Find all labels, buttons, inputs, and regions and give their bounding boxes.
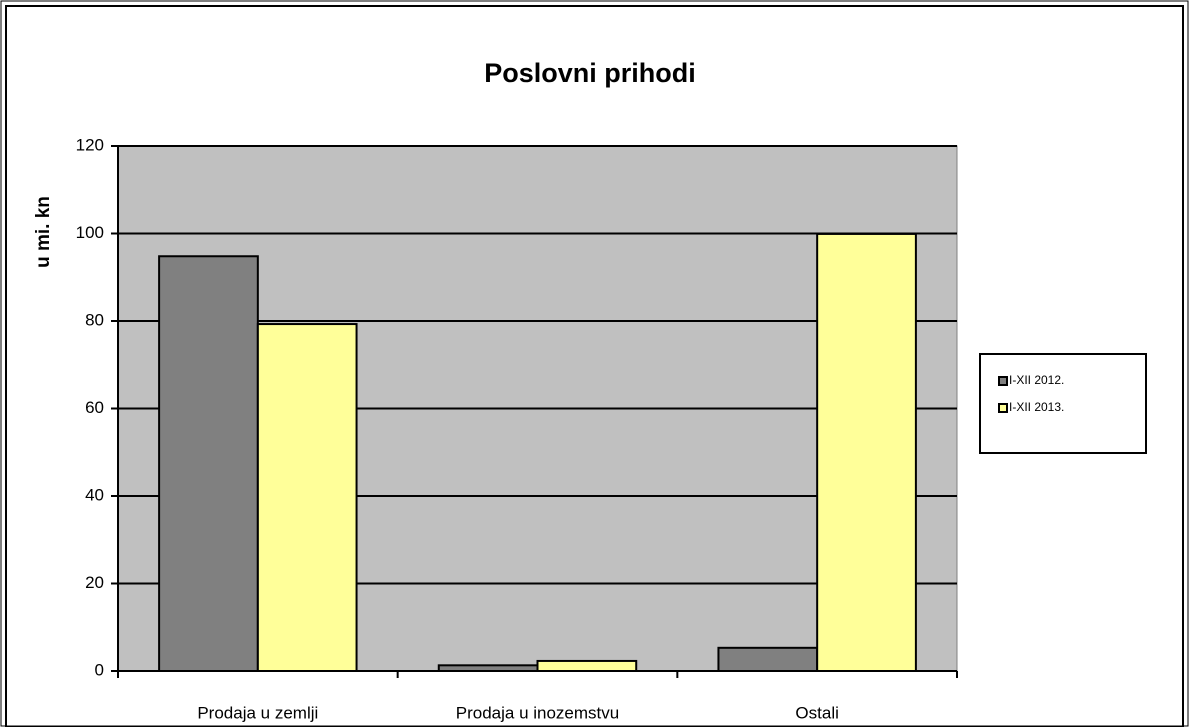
x-tick-label: Ostali <box>795 703 838 722</box>
chart-frame <box>5 5 1184 727</box>
y-tick-label: 40 <box>85 485 104 504</box>
bar <box>536 659 638 672</box>
legend-swatch <box>998 403 1008 413</box>
legend-label: I-XII 2013. <box>1009 400 1064 414</box>
x-tick-label: Prodaja u zemlji <box>197 703 318 722</box>
y-tick-label: 120 <box>76 135 104 154</box>
legend-swatch <box>998 376 1008 386</box>
y-axis-title: u mi. kn <box>33 196 54 268</box>
y-tick-label: 20 <box>85 573 104 592</box>
x-tick-label: Prodaja u inozemstvu <box>456 703 619 722</box>
bar <box>717 646 819 672</box>
y-tick-label: 0 <box>95 660 104 679</box>
bar <box>256 323 358 672</box>
bar <box>158 255 259 672</box>
bar <box>816 232 917 672</box>
y-tick-label: 100 <box>76 223 104 242</box>
y-tick-label: 80 <box>85 310 104 329</box>
chart-title: Poslovni prihodi <box>484 58 696 88</box>
legend-label: I-XII 2012. <box>1009 373 1064 387</box>
y-tick-label: 60 <box>85 398 104 417</box>
